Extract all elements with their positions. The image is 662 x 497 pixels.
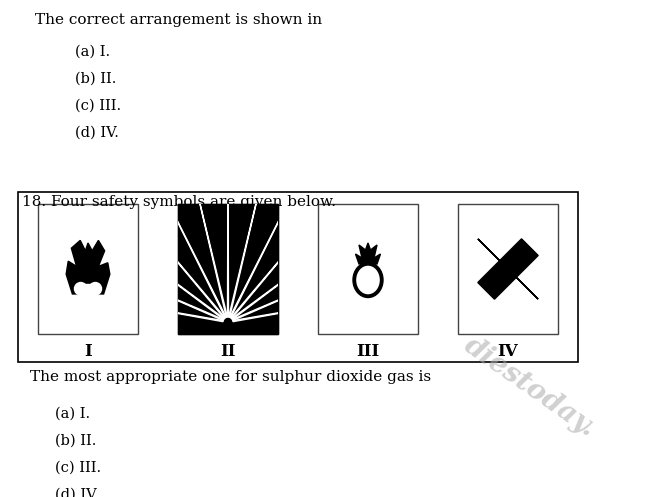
Polygon shape xyxy=(231,199,331,319)
Bar xyxy=(38,204,138,334)
Polygon shape xyxy=(233,294,385,322)
Text: 18. Four safety symbols are given below.: 18. Four safety symbols are given below. xyxy=(22,195,336,209)
Polygon shape xyxy=(478,239,538,299)
Text: III: III xyxy=(356,343,379,360)
Text: II: II xyxy=(220,343,236,360)
Text: (a) I.: (a) I. xyxy=(55,407,90,421)
Polygon shape xyxy=(125,199,225,319)
Ellipse shape xyxy=(75,282,87,295)
Ellipse shape xyxy=(89,282,101,295)
Text: diestoday.: diestoday. xyxy=(459,332,600,443)
Polygon shape xyxy=(66,241,110,294)
Bar xyxy=(318,204,418,334)
Bar xyxy=(458,204,558,334)
Text: (b) II.: (b) II. xyxy=(75,72,117,86)
Bar xyxy=(18,192,578,362)
Polygon shape xyxy=(228,166,265,317)
Polygon shape xyxy=(70,294,223,322)
Polygon shape xyxy=(230,179,300,318)
Text: (c) III.: (c) III. xyxy=(55,461,101,475)
Polygon shape xyxy=(232,227,356,320)
Polygon shape xyxy=(156,179,226,318)
Polygon shape xyxy=(232,258,375,321)
Polygon shape xyxy=(478,239,538,299)
Bar xyxy=(81,284,95,295)
Text: (d) IV.: (d) IV. xyxy=(55,488,99,497)
Text: (d) IV.: (d) IV. xyxy=(75,126,119,140)
Bar xyxy=(178,204,278,334)
Text: The correct arrangement is shown in: The correct arrangement is shown in xyxy=(35,13,322,27)
Text: (a) I.: (a) I. xyxy=(75,45,110,59)
Polygon shape xyxy=(191,166,227,317)
Text: IV: IV xyxy=(498,343,518,360)
Polygon shape xyxy=(81,258,224,321)
Text: (c) III.: (c) III. xyxy=(75,99,121,113)
Bar xyxy=(178,204,278,334)
Text: (b) II.: (b) II. xyxy=(55,434,97,448)
Polygon shape xyxy=(100,227,224,320)
Text: I: I xyxy=(84,343,92,360)
Polygon shape xyxy=(355,243,381,264)
Text: The most appropriate one for sulphur dioxide gas is: The most appropriate one for sulphur dio… xyxy=(30,370,431,384)
